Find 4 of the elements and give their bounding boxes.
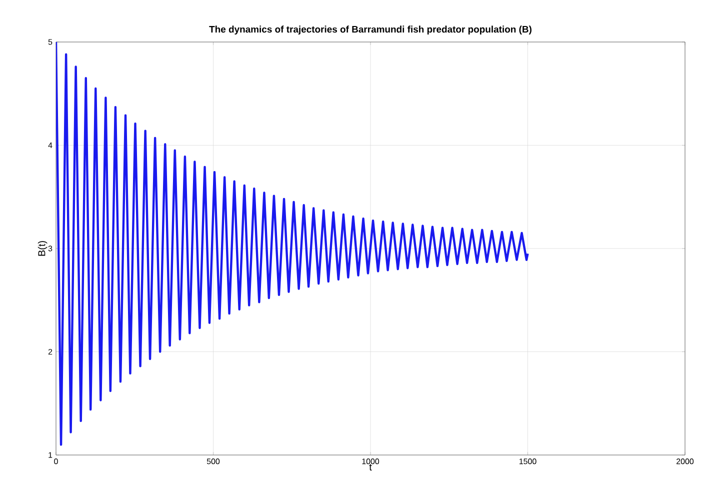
x-axis-title: t — [369, 464, 372, 471]
chart-title: The dynamics of trajectories of Barramundi fish predator population (B) — [209, 26, 532, 35]
y-axis-title: B(t) — [38, 241, 48, 256]
line-series — [56, 42, 529, 446]
